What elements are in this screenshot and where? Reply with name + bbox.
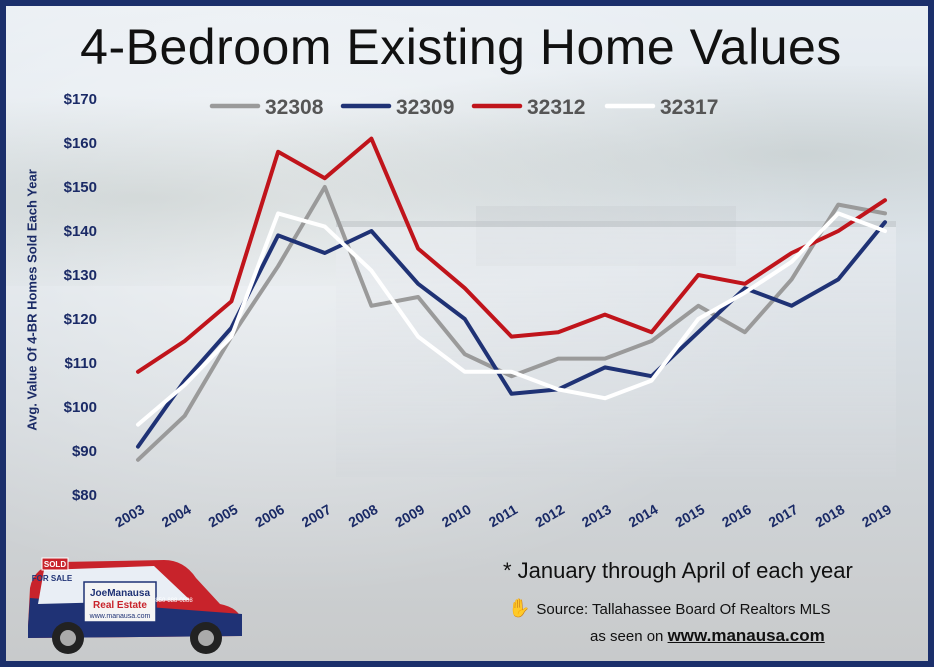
- sold-sign: [41, 557, 69, 571]
- series-line: [136, 220, 887, 449]
- x-tick-label: 2012: [532, 501, 567, 531]
- y-tick-label: $130: [64, 267, 97, 284]
- y-tick-label: $80: [72, 487, 97, 504]
- legend-label: 32309: [396, 96, 454, 119]
- car-phone-text: 850-888-0888: [155, 598, 193, 604]
- x-tick-label: 2008: [345, 501, 380, 531]
- legend-label: 32312: [527, 96, 585, 119]
- hand-icon: ✋: [508, 598, 531, 618]
- x-tick-label: 2015: [672, 501, 707, 531]
- x-tick-label: 2006: [252, 501, 287, 531]
- series-line: [136, 211, 887, 427]
- for-sale-text: FOR SALE: [32, 574, 73, 583]
- x-tick-label: 2013: [579, 501, 614, 531]
- x-tick-label: 2007: [299, 501, 334, 531]
- wheel-hub-right: [198, 630, 214, 646]
- x-tick-label: 2009: [392, 501, 427, 531]
- footnote: * January through April of each year: [503, 558, 853, 583]
- x-tick-label: 2003: [112, 501, 147, 531]
- car-logo: SOLD FOR SALE JoeManausa Real Estate www…: [28, 557, 242, 654]
- chart-title: 4-Bedroom Existing Home Values: [80, 19, 842, 75]
- source-text: Source: Tallahassee Board Of Realtors ML…: [536, 601, 831, 618]
- y-tick-label: $100: [64, 399, 97, 416]
- sold-text: SOLD: [44, 560, 66, 569]
- x-tick-label: 2017: [766, 501, 801, 531]
- series-line: [136, 185, 887, 462]
- x-tick-label: 2019: [859, 501, 894, 531]
- website-link[interactable]: www.manausa.com: [667, 626, 825, 645]
- y-tick-label: $160: [64, 135, 97, 152]
- source-line: ✋ Source: Tallahassee Board Of Realtors M…: [508, 598, 830, 619]
- seen-on-prefix: as seen on: [590, 628, 668, 645]
- x-tick-label: 2014: [626, 501, 661, 531]
- y-tick-label: $120: [64, 311, 97, 328]
- y-tick-label: $150: [64, 179, 97, 196]
- wheel-hub-left: [60, 630, 76, 646]
- seen-on-line: as seen on www.manausa.com: [590, 626, 825, 646]
- x-tick-label: 2005: [205, 501, 240, 531]
- brand-text: JoeManausa: [90, 588, 150, 599]
- x-tick-label: 2004: [159, 501, 194, 531]
- brand-subtext: Real Estate: [93, 600, 147, 611]
- legend-label: 32308: [265, 96, 324, 119]
- car-site-text: www.manausa.com: [89, 613, 151, 620]
- x-tick-label: 2018: [812, 501, 847, 531]
- legend-label: 32317: [660, 96, 718, 119]
- y-tick-label: $110: [64, 355, 97, 372]
- x-tick-label: 2011: [486, 501, 520, 530]
- x-tick-label: 2016: [719, 501, 754, 531]
- car-sign: [83, 581, 157, 623]
- x-tick-label: 2010: [439, 501, 474, 531]
- y-tick-label: $90: [72, 443, 97, 460]
- y-tick-label: $140: [64, 223, 97, 240]
- y-tick-label: $170: [64, 91, 97, 108]
- series-line: [136, 136, 887, 374]
